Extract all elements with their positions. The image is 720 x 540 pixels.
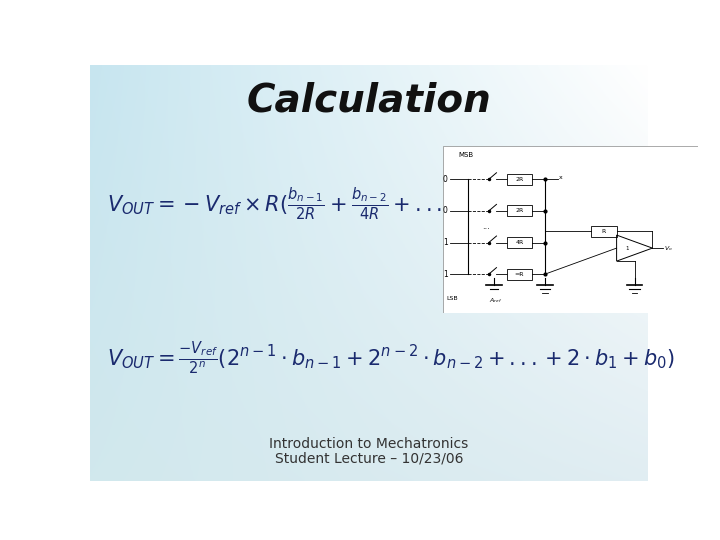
Bar <box>507 268 532 280</box>
Text: LSB: LSB <box>446 296 458 301</box>
Text: =R: =R <box>515 272 524 276</box>
Text: 0: 0 <box>443 206 448 215</box>
Text: 1: 1 <box>443 269 448 279</box>
Bar <box>507 237 532 248</box>
Text: 1: 1 <box>625 246 629 251</box>
Bar <box>591 226 616 237</box>
Bar <box>507 205 532 217</box>
Bar <box>507 174 532 185</box>
Text: Calculation: Calculation <box>247 81 491 119</box>
Text: 2R: 2R <box>516 177 523 182</box>
Text: 1: 1 <box>443 238 448 247</box>
Text: $V_{OUT}=\frac{-V_{ref}}{2^n}(2^{n-1}\cdot b_{n-1}+2^{n-2}\cdot b_{n-2}+...+2\cd: $V_{OUT}=\frac{-V_{ref}}{2^n}(2^{n-1}\cd… <box>107 339 675 377</box>
Text: x: x <box>559 175 563 180</box>
Text: $V_o$: $V_o$ <box>664 244 672 253</box>
Text: $V_{OUT}=-V_{ref}\times R(\frac{b_{n-1}}{2R}+\frac{b_{n-2}}{4R}+...+\frac{b_0}{2: $V_{OUT}=-V_{ref}\times R(\frac{b_{n-1}}… <box>107 185 510 223</box>
Text: ...: ... <box>482 222 490 231</box>
Text: Introduction to Mechatronics: Introduction to Mechatronics <box>269 437 469 451</box>
Text: 0: 0 <box>443 175 448 184</box>
Text: Student Lecture – 10/23/06: Student Lecture – 10/23/06 <box>275 452 463 466</box>
Text: 2R: 2R <box>516 208 523 213</box>
Text: MSB: MSB <box>458 152 473 158</box>
Text: $A_{ref}$: $A_{ref}$ <box>489 296 502 305</box>
Text: R: R <box>602 229 606 234</box>
Text: 4R: 4R <box>516 240 523 245</box>
